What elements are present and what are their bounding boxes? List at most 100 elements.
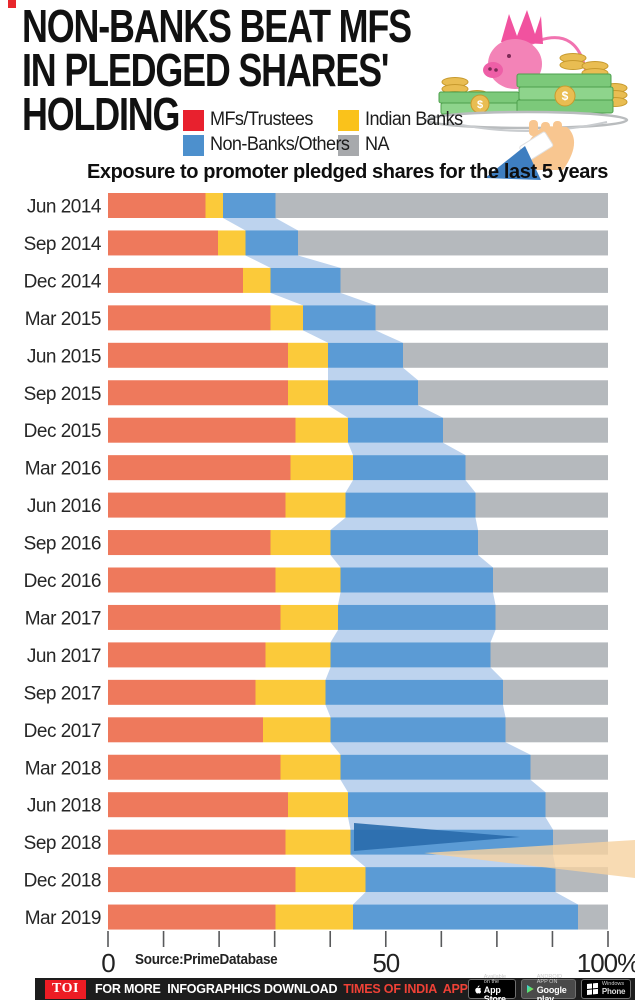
category-label: Dec 2014 — [24, 271, 102, 292]
bar-segment-indian-banks — [280, 754, 341, 780]
flow-connector — [325, 704, 506, 718]
svg-text:$: $ — [477, 99, 483, 111]
category-label: Jun 2017 — [27, 646, 101, 667]
category-label: Sep 2018 — [24, 833, 101, 854]
google-play-badge[interactable]: ANDROID APP ON Google play — [521, 974, 576, 1003]
bar-segment-indian-banks — [270, 305, 303, 331]
flow-connector — [245, 255, 341, 268]
bar-segment-indian-banks — [255, 679, 326, 705]
bar-segment-na — [545, 792, 608, 818]
bar-segment-na — [403, 342, 608, 368]
bar-segment-non-banks-others — [365, 867, 556, 893]
bar-segment-non-banks-others — [330, 642, 491, 668]
bar-segment-mfs-trustees — [108, 792, 288, 818]
badge-bottom-text: App Store — [483, 984, 506, 1004]
bar-segment-na — [495, 604, 608, 630]
windows-phone-badge[interactable]: Windows Phone — [580, 979, 632, 999]
bar-segment-indian-banks — [275, 567, 341, 593]
bar-segment-mfs-trustees — [108, 267, 243, 293]
bar-segment-indian-banks — [290, 455, 353, 481]
bar-segment-na — [443, 417, 608, 443]
bar-segment-non-banks-others — [353, 455, 466, 481]
badge-top-text: ANDROID APP ON — [536, 973, 563, 985]
bar-segment-na — [503, 679, 608, 705]
bar-segment-na — [505, 717, 608, 743]
bar-segment-mfs-trustees — [108, 642, 266, 668]
bar-segment-indian-banks — [280, 604, 338, 630]
bar-segment-non-banks-others — [345, 492, 476, 518]
flow-connector — [330, 629, 496, 643]
bar-segment-na — [418, 380, 608, 406]
bar-segment-non-banks-others — [330, 530, 478, 556]
bar-segment-mfs-trustees — [108, 380, 288, 406]
bar-segment-na — [340, 267, 608, 293]
bar-segment-mfs-trustees — [108, 193, 206, 218]
bar-segment-indian-banks — [243, 267, 271, 293]
bar-segment-na — [578, 904, 608, 930]
category-label: Mar 2017 — [25, 608, 101, 629]
legend-label-mfs-trustees: MFs/Trustees — [210, 109, 313, 130]
bar-segment-non-banks-others — [348, 417, 443, 443]
bar-segment-mfs-trustees — [108, 867, 296, 893]
badge-top-text: Windows — [601, 981, 625, 988]
bar-segment-na — [553, 829, 608, 855]
legend-label-non-banks: Non-Banks/Others — [210, 134, 350, 155]
bar-segment-indian-banks — [265, 642, 331, 668]
sleeve-icon — [485, 146, 541, 180]
bar-segment-non-banks-others — [340, 754, 531, 780]
bar-segment-na — [493, 567, 608, 593]
bar-segment-mfs-trustees — [108, 492, 286, 518]
category-label: Dec 2015 — [24, 421, 101, 442]
flow-connector — [330, 742, 531, 755]
title-line-2: IN PLEDGED SHARES' — [22, 44, 389, 96]
page-title: NON-BANKS BEAT MFS IN PLEDGED SHARES' HO… — [22, 3, 521, 137]
bar-segment-non-banks-others — [303, 305, 376, 331]
legend-swatch-mfs-trustees — [183, 109, 204, 131]
category-label: Sep 2017 — [24, 683, 101, 704]
bar-segment-non-banks-others — [328, 342, 403, 368]
corner-mark — [8, 0, 16, 8]
bar-segment-mfs-trustees — [108, 717, 263, 743]
windows-icon — [586, 983, 598, 995]
bar-segment-indian-banks — [205, 193, 223, 218]
bar-segment-mfs-trustees — [108, 604, 281, 630]
bar-segment-mfs-trustees — [108, 567, 276, 593]
legend-item-non-banks: Non-Banks/Others — [183, 134, 350, 156]
app-store-badge[interactable]: Available on the App Store — [467, 974, 517, 1003]
category-label: Mar 2019 — [25, 908, 101, 929]
pig-crown-icon — [501, 10, 543, 44]
bar-segment-indian-banks — [263, 717, 331, 743]
cash-stack-icon: $ $ — [438, 73, 614, 115]
legend-item-na: NA — [338, 134, 468, 156]
source-note: Source:PrimeDatabase — [135, 951, 278, 968]
bar-segment-indian-banks — [295, 417, 348, 443]
flow-connector — [330, 517, 478, 531]
bar-segment-na — [375, 305, 608, 331]
footer-bar: TOI FOR MORE INFOGRAPHICS DOWNLOAD TIMES… — [35, 974, 635, 1003]
flow-connector — [328, 405, 443, 418]
google-play-icon — [527, 984, 534, 994]
bar-segment-non-banks-others — [328, 380, 418, 406]
bar-segment-indian-banks — [285, 492, 346, 518]
category-label: Mar 2015 — [25, 309, 101, 330]
legend-item-mfs-trustees: MFs/Trustees — [183, 109, 338, 131]
flow-connector — [270, 292, 376, 306]
axis-tick-label: 0 — [101, 948, 115, 978]
bar-segment-na — [475, 492, 608, 518]
bar-segment-indian-banks — [295, 867, 366, 893]
bar-segment-indian-banks — [285, 829, 351, 855]
flow-connector — [338, 592, 496, 605]
bar-segment-na — [465, 455, 608, 481]
category-label: Dec 2017 — [24, 721, 101, 742]
axis-tick-label: 50 — [372, 948, 399, 978]
category-label: Sep 2015 — [24, 384, 101, 405]
bar-segment-mfs-trustees — [108, 305, 271, 331]
bar-segment-mfs-trustees — [108, 904, 276, 930]
bar-segment-non-banks-others — [330, 717, 506, 743]
badge-bottom-text: Google play — [536, 984, 567, 1004]
apple-icon — [475, 984, 481, 994]
bar-segment-non-banks-others — [325, 679, 503, 705]
bar-segment-non-banks-others — [245, 230, 298, 256]
flow-connector — [223, 218, 298, 231]
legend-item-indian-banks: Indian Banks — [338, 109, 468, 131]
